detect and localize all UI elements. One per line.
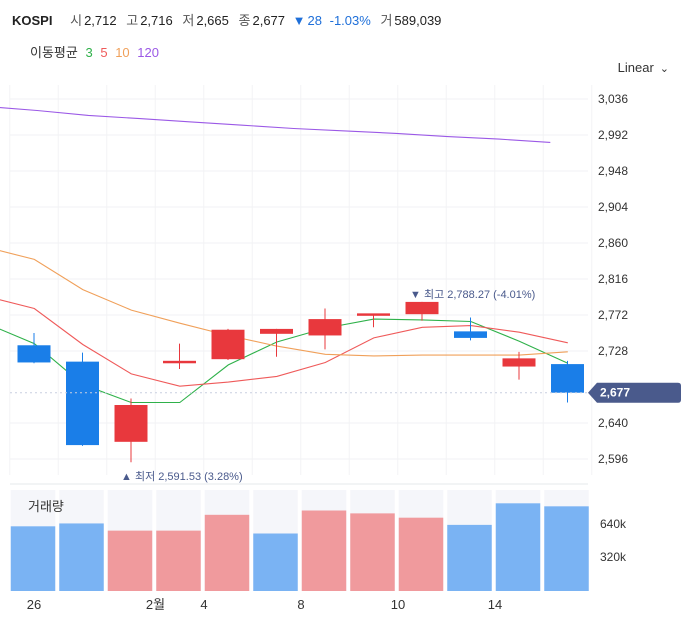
y-tick-label: 3,036 — [598, 92, 628, 106]
y-tick-label: 2,816 — [598, 272, 628, 286]
candle-body — [17, 345, 51, 363]
x-tick-label: 26 — [27, 597, 41, 612]
open-value: 2,712 — [84, 13, 117, 28]
ma-10-label: 10 — [115, 45, 130, 60]
candle-body — [260, 328, 293, 334]
ma-3-label: 3 — [85, 45, 93, 60]
candle-body — [405, 301, 439, 315]
moving-average-legend[interactable]: 이동평균 3 5 10 120 — [30, 42, 163, 61]
volume-bar — [10, 526, 56, 591]
volume-bar — [107, 530, 153, 591]
volume-bar — [544, 506, 589, 591]
change-down-icon: ▼ — [292, 13, 306, 28]
volume-tick-label: 640k — [600, 517, 627, 531]
moving-average-title: 이동평균 — [30, 45, 78, 60]
low-value: 2,665 — [196, 13, 229, 28]
volume-bar — [59, 523, 104, 591]
ma-120-label: 120 — [137, 45, 159, 60]
volume-bar — [204, 514, 250, 591]
close-label: 종 — [238, 13, 251, 28]
quote-header: KOSPI 시 2,712 고 2,716 저 2,665 종 2,677 ▼ 28 -1… — [12, 10, 441, 29]
candle-body — [114, 405, 148, 442]
y-tick-label: 2,860 — [598, 236, 628, 250]
volume-tick-label: 320k — [600, 550, 627, 564]
volume-bar — [156, 530, 201, 591]
candle-body — [163, 360, 196, 364]
volume-value: 589,039 — [394, 13, 442, 28]
y-tick-label: 2,640 — [598, 416, 628, 430]
x-tick-label: 8 — [297, 597, 304, 612]
low-annotation: ▲ 최저 2,591.53 (3.28%) — [121, 470, 243, 483]
change-value: 28 — [307, 13, 322, 28]
scale-selector[interactable]: Linear ⌄ — [618, 60, 669, 75]
change-percent: -1.03% — [329, 13, 371, 28]
open-label: 시 — [70, 13, 83, 28]
symbol-name: KOSPI — [12, 13, 53, 28]
y-tick-label: 2,948 — [598, 164, 628, 178]
high-annotation: ▼ 최고 2,788.27 (-4.01%) — [410, 288, 535, 301]
candle-body — [454, 331, 487, 338]
ma-120-line — [0, 106, 551, 143]
y-tick-label: 2,728 — [598, 344, 628, 358]
volume-bar — [495, 503, 541, 591]
y-tick-label: 2,992 — [598, 128, 628, 142]
low-label: 저 — [182, 13, 195, 28]
candle-body — [66, 361, 99, 446]
candle-body — [308, 319, 342, 336]
volume-bar — [350, 513, 395, 591]
volume-bar — [301, 510, 347, 591]
x-tick-label: 2월 — [146, 597, 165, 612]
volume-panel-title: 거래량 — [28, 499, 64, 514]
candle-body — [502, 358, 536, 367]
volume-bar — [398, 517, 444, 591]
current-price-label: 2,677 — [600, 386, 630, 400]
y-tick-label: 2,904 — [598, 200, 628, 214]
candle-body — [211, 329, 245, 360]
volume-label: 거 — [380, 13, 393, 28]
candle-body — [551, 364, 584, 393]
candle-body — [357, 313, 390, 316]
volume-bar — [253, 533, 298, 591]
y-tick-label: 2,596 — [598, 452, 628, 466]
x-tick-label: 14 — [488, 597, 502, 612]
chevron-down-icon: ⌄ — [659, 63, 669, 75]
close-value: 2,677 — [252, 13, 286, 28]
high-label: 고 — [126, 13, 139, 28]
scale-label: Linear — [617, 60, 654, 75]
x-tick-label: 10 — [391, 597, 405, 612]
ma-5-label: 5 — [100, 45, 108, 60]
volume-bar — [447, 524, 492, 591]
x-tick-label: 4 — [200, 597, 207, 612]
y-tick-label: 2,772 — [598, 308, 628, 322]
current-price-badge — [588, 382, 681, 403]
high-value: 2,716 — [140, 13, 173, 28]
